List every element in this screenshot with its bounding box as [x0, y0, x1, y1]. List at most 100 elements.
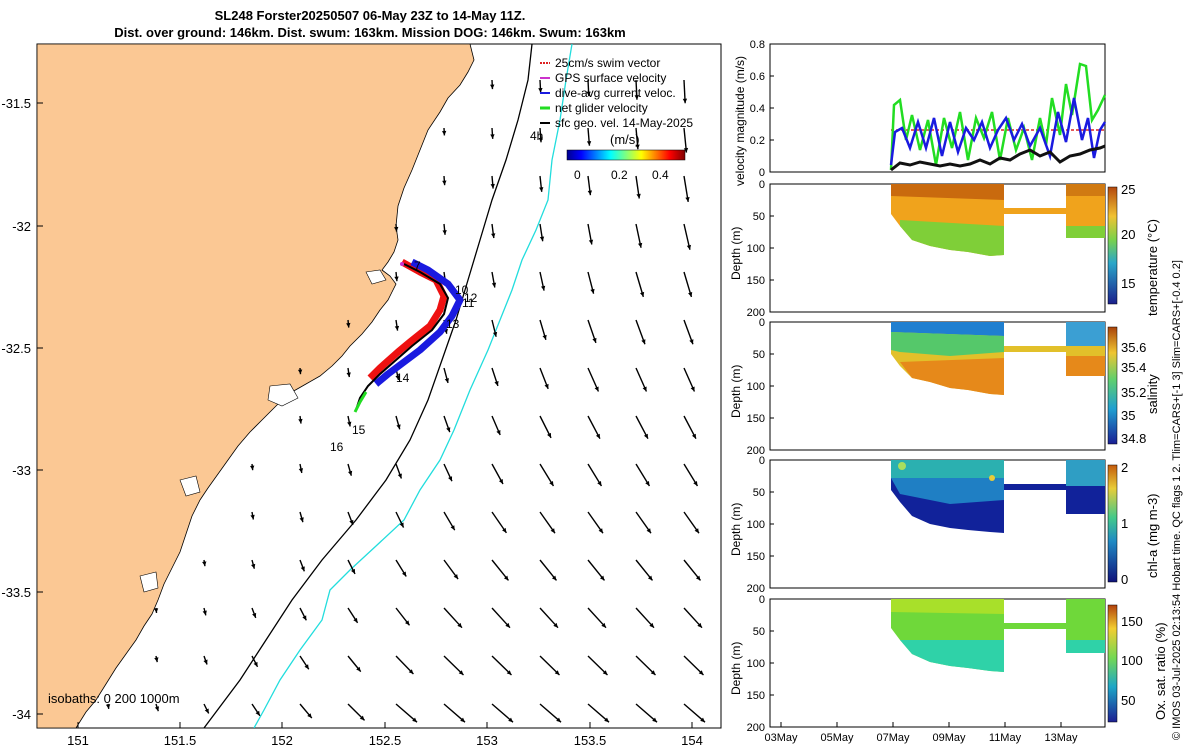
legend-net-velocity: net glider velocity — [555, 101, 648, 115]
lat-tick-label: -31.5 — [1, 96, 31, 111]
speed-tick-0.4: 0.4 — [652, 168, 669, 182]
depth-tick-label: 100 — [747, 243, 765, 255]
velocity-arrow-head — [394, 325, 400, 331]
velocity-arrow-head — [586, 91, 591, 97]
velocity-arrow-head — [650, 670, 656, 675]
chla-cbar-tick-1: 1 — [1121, 516, 1128, 531]
oxygen-deep-layer — [900, 640, 1004, 672]
land — [37, 44, 475, 728]
velocity-arrow-head — [348, 470, 353, 476]
velocity-arrow-head — [442, 180, 447, 186]
velocity-arrow-head — [646, 528, 651, 534]
chla-ylabel: Depth (m) — [729, 503, 743, 556]
depth-tick-label: 0 — [759, 179, 765, 191]
depth-tick-label: 200 — [747, 307, 765, 319]
velocity-arrow-head — [490, 84, 495, 90]
velocity-arrow-head — [682, 98, 688, 104]
isobath-1000m — [253, 44, 573, 728]
lon-tick-label: 152.5 — [369, 733, 402, 748]
velocity-arrow-head — [346, 372, 351, 378]
velocity-arrow-head — [686, 244, 692, 250]
velocity-arrow-head — [252, 612, 257, 618]
velocity-arrow — [587, 655, 608, 676]
velocity-arrow-head — [554, 670, 560, 675]
velocity-arrow-head — [304, 664, 309, 670]
depth-tick-label: 200 — [747, 445, 765, 457]
temperature-panel: 25 20 15 temperature (°C) — [769, 182, 1160, 316]
velocity-arrow-head — [298, 468, 304, 473]
velocity-arrow-head — [458, 670, 464, 675]
time-tick-label: 03May — [764, 732, 798, 744]
velocity-arrow-head — [549, 480, 554, 486]
velocity-arrow-head — [636, 193, 641, 199]
temperature-cool-bottom — [900, 220, 1004, 256]
velocity-arrow — [587, 703, 610, 723]
depth-tick-label: 200 — [747, 583, 765, 595]
chla-high-spot — [898, 462, 906, 470]
velocity-arrow-head — [250, 514, 255, 520]
velocity-arrow-head — [351, 568, 355, 574]
chla-cbar-tick-0: 0 — [1121, 572, 1128, 587]
depth-tick-label: 50 — [753, 626, 765, 638]
velocity-arrow-head — [639, 291, 645, 297]
day-label-14: 14 — [396, 371, 410, 385]
geostrophic-velocity-arrows — [105, 79, 706, 723]
time-tick-label: 11May — [989, 732, 1022, 744]
velocity-panel: 0 0.2 0.4 0.6 0.8 velocity magnitude (m/s) — [733, 39, 1107, 186]
velocity-arrow-head — [395, 375, 400, 381]
velocity-arrow-head — [592, 337, 597, 343]
salinity-panel: 35.6 35.4 35.2 35 34.8 salinity — [769, 321, 1160, 451]
velocity-arrow-head — [550, 528, 555, 534]
velocity-arrow-head — [649, 622, 654, 628]
velocity-arrow-head — [255, 710, 260, 716]
velocity-arrow-head — [602, 670, 608, 675]
velocity-arrow — [683, 655, 704, 676]
day-label-7: 7 — [414, 259, 421, 273]
track-line — [355, 263, 450, 411]
velocity-arrow-head — [690, 386, 695, 392]
velocity-arrow-head — [698, 670, 704, 675]
isobath-200m — [203, 44, 533, 728]
oxygen-cbar-label: Ox. sat. ratio (%) — [1153, 622, 1168, 720]
lat-tick-label: -32 — [12, 219, 31, 234]
velocity-arrow-head — [502, 527, 507, 533]
velocity-arrow-head — [298, 418, 303, 424]
chla-high-spot — [989, 475, 995, 481]
depth-tick-label: 50 — [753, 211, 765, 223]
velocity-arrow-head — [446, 427, 451, 433]
chla-panel: 2 1 0 chl-a (mg m-3) — [769, 459, 1160, 589]
depth-tick-label: 0 — [759, 317, 765, 329]
lat-tick-label: -32.5 — [1, 341, 31, 356]
velocity-arrow-head — [397, 473, 402, 479]
velocity-arrow-head — [457, 622, 462, 628]
day-label-13: 13 — [446, 317, 460, 331]
chla-mid-layer — [891, 478, 1004, 504]
velocity-arrow-head — [503, 575, 509, 581]
day-label-16: 16 — [330, 440, 344, 454]
depth-ticks: 0501001502000501001502000501001502000501… — [747, 179, 774, 734]
chla-cbar-tick-2: 2 — [1121, 460, 1128, 475]
temperature-cbar-tick-15: 15 — [1121, 276, 1135, 291]
velocity-arrow-head — [346, 322, 351, 328]
depth-tick-label: 0 — [759, 455, 765, 467]
sfc-geo-series — [890, 144, 1106, 172]
velocity-arrow-head — [356, 666, 361, 672]
velocity-arrow-head — [490, 134, 495, 139]
velocity-arrow-head — [598, 528, 603, 534]
salinity-cbar-tick-35.2: 35.2 — [1121, 385, 1146, 400]
time-tick-label: 13May — [1044, 732, 1078, 744]
velocity-arrow-head — [540, 285, 546, 291]
velocity-arrow-head — [599, 575, 605, 581]
salinity-cbar-tick-34.8: 34.8 — [1121, 431, 1146, 446]
temperature-cool-bottom — [1066, 226, 1105, 238]
time-label-4h: 4h — [530, 129, 543, 143]
velocity-arrow-head — [635, 144, 640, 150]
depth-tick-label: 150 — [747, 690, 765, 702]
velocity-arrow-head — [539, 187, 544, 192]
velocity-arrow — [395, 703, 418, 723]
speed-colorbar: (m/s) 0 0.2 0.4 — [566, 132, 686, 182]
velocity-arrow-head — [604, 717, 609, 723]
velocity-arrow-head — [405, 620, 410, 626]
lagoon — [179, 475, 201, 497]
velocity-arrow-head — [460, 717, 465, 723]
